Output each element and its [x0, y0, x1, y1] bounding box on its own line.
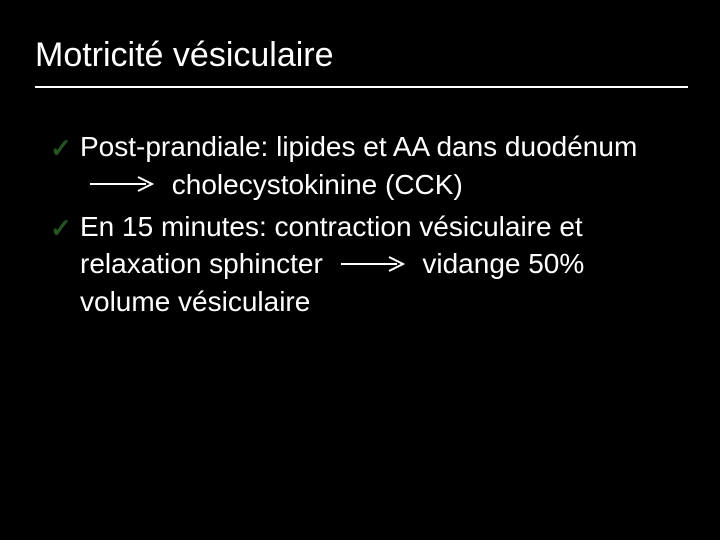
slide-body: ✓ Post-prandiale: lipides et AA dans duo… [50, 128, 678, 325]
bullet-text-part1: Post-prandiale: lipides et AA dans duodé… [80, 131, 637, 162]
title-underline [35, 86, 688, 88]
arrow-icon [341, 256, 405, 272]
bullet-text-part2: cholecystokinine (CCK) [172, 169, 463, 200]
check-icon: ✓ [50, 131, 72, 166]
slide-title: Motricité vésiculaire [35, 36, 334, 75]
slide: Motricité vésiculaire ✓ Post-prandiale: … [0, 0, 720, 540]
arrow-icon [90, 176, 154, 192]
bullet-item: ✓ Post-prandiale: lipides et AA dans duo… [50, 128, 678, 204]
check-icon: ✓ [50, 211, 72, 246]
bullet-item: ✓ En 15 minutes: contraction vésiculaire… [50, 208, 678, 321]
